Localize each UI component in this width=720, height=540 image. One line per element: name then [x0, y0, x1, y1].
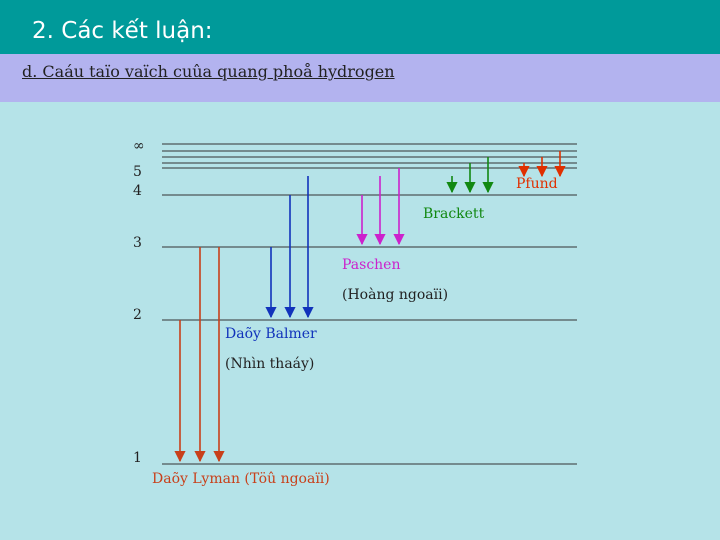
page-title: 2. Các kết luận: [32, 18, 213, 44]
paschen-label: Paschen [342, 257, 400, 273]
level-label-1: 1 [133, 450, 142, 466]
level-label-infinity: ∞ [133, 138, 145, 154]
brackett-label: Brackett [423, 206, 485, 222]
pfund-label: Pfund [516, 176, 558, 192]
subtitle-bar: d. Caáu taïo vaïch cuûa quang phoå hydro… [0, 54, 720, 102]
level-label-3: 3 [133, 235, 142, 251]
level-label-5: 5 [133, 164, 142, 180]
balmer-label: Daõy Balmer [225, 326, 317, 342]
title-bar: 2. Các kết luận: [0, 0, 720, 54]
level-label-2: 2 [133, 307, 142, 323]
balmer-sublabel: (Nhìn thaáy) [225, 356, 314, 372]
paschen-sublabel: (Hoàng ngoaïi) [342, 286, 448, 303]
energy-level-diagram: ∞ 5 4 3 2 1 Pfund Brackett Paschen (Hoàn… [133, 138, 577, 487]
level-label-4: 4 [133, 183, 142, 199]
page-subtitle: d. Caáu taïo vaïch cuûa quang phoå hydro… [22, 62, 395, 81]
lyman-label: Daõy Lyman (Töû ngoaïi) [152, 471, 330, 487]
